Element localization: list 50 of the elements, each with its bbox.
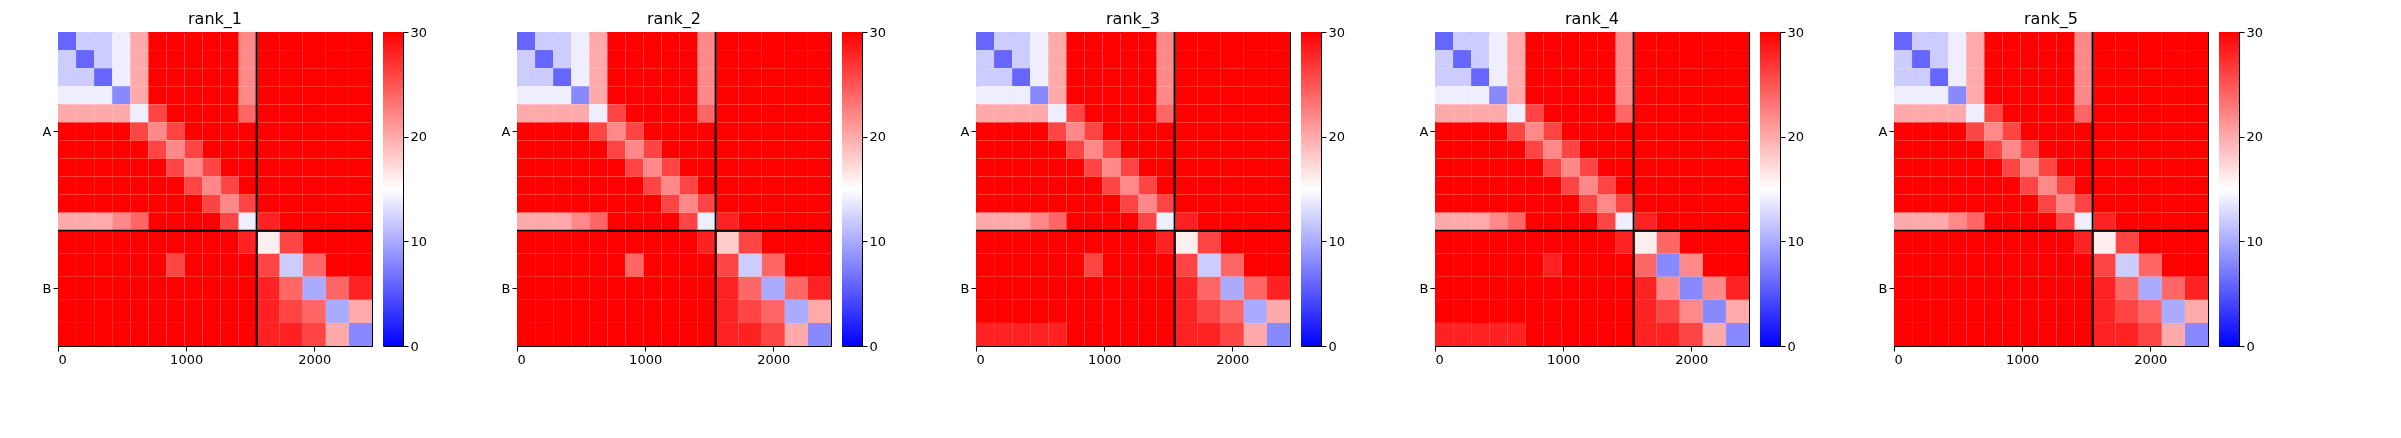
x-tick-label: 2000 [298,351,332,367]
y-tick-label: A [42,123,52,139]
y-tick-label: A [1878,123,1888,139]
y-tick-label: B [42,280,52,296]
color-bar-label: 30 [1787,24,1805,40]
y-tick-label: B [501,280,511,296]
color-bar-label: 10 [1787,233,1805,249]
color-bar-label: 0 [1328,338,1337,354]
chart-title: rank_5 [2024,9,2078,29]
x-tick-label: 0 [976,351,985,367]
color-bar-label: 0 [1787,338,1796,354]
color-bar-label: 20 [1787,129,1805,145]
chart-title: rank_2 [647,9,701,29]
color-bar-label: 0 [869,338,878,354]
y-tick-label: B [1419,280,1429,296]
chart-title: rank_1 [188,9,242,29]
x-tick-label: 2000 [2134,351,2168,367]
color-bar-label: 30 [410,24,428,40]
color-bar-label: 20 [869,129,887,145]
color-bar-label: 0 [410,338,419,354]
x-tick-label: 0 [58,351,67,367]
color-bar-label: 20 [2246,129,2264,145]
y-tick-label: A [960,123,970,139]
x-tick-label: 2000 [757,351,791,367]
y-tick-label: A [501,123,511,139]
color-bar-label: 10 [2246,233,2264,249]
x-tick-label: 1000 [629,351,663,367]
color-bar-label: 20 [410,129,428,145]
color-bar-label: 30 [1328,24,1346,40]
x-tick-label: 2000 [1675,351,1709,367]
x-tick-label: 0 [1435,351,1444,367]
color-bar-label: 30 [2246,24,2264,40]
x-tick-label: 2000 [1216,351,1250,367]
y-tick-label: B [1878,280,1888,296]
x-tick-label: 1000 [170,351,204,367]
y-tick-label: B [960,280,970,296]
color-bar-label: 10 [1328,233,1346,249]
color-bar-label: 10 [869,233,887,249]
color-bar-label: 0 [2246,338,2255,354]
chart-title: rank_3 [1106,9,1160,29]
chart-title: rank_4 [1565,9,1619,29]
x-tick-label: 1000 [2006,351,2040,367]
color-bar-label: 10 [410,233,428,249]
x-tick-label: 0 [1894,351,1903,367]
y-tick-label: A [1419,123,1429,139]
color-bar-label: 20 [1328,129,1346,145]
color-bar-label: 30 [869,24,887,40]
x-tick-label: 0 [517,351,526,367]
x-tick-label: 1000 [1088,351,1122,367]
x-tick-label: 1000 [1547,351,1581,367]
